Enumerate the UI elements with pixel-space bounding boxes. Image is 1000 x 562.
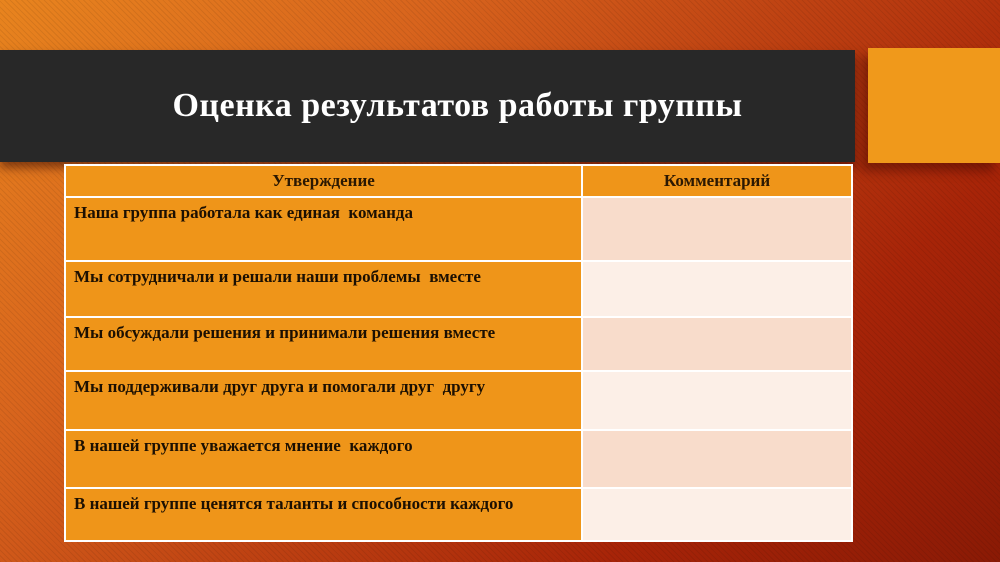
evaluation-table: Утверждение Комментарий Наша группа рабо…: [64, 164, 853, 542]
column-header-comment: Комментарий: [583, 166, 851, 196]
comment-cell: [583, 262, 851, 316]
statement-cell: Наша группа работала как единая команда: [66, 198, 581, 260]
comment-cell: [583, 489, 851, 540]
column-header-statement: Утверждение: [66, 166, 581, 196]
statement-cell: Мы обсуждали решения и принимали решения…: [66, 318, 581, 370]
statement-cell: В нашей группе уважается мнение каждого: [66, 431, 581, 487]
comment-cell: [583, 318, 851, 370]
slide-title-bar: Оценка результатов работы группы: [0, 50, 855, 162]
comment-cell: [583, 372, 851, 429]
accent-square: [868, 48, 1000, 163]
comment-cell: [583, 198, 851, 260]
slide-title: Оценка результатов работы группы: [172, 87, 743, 124]
comment-cell: [583, 431, 851, 487]
statement-cell: Мы поддерживали друг друга и помогали др…: [66, 372, 581, 429]
statement-cell: В нашей группе ценятся таланты и способн…: [66, 489, 581, 540]
statement-cell: Мы сотрудничали и решали наши проблемы в…: [66, 262, 581, 316]
